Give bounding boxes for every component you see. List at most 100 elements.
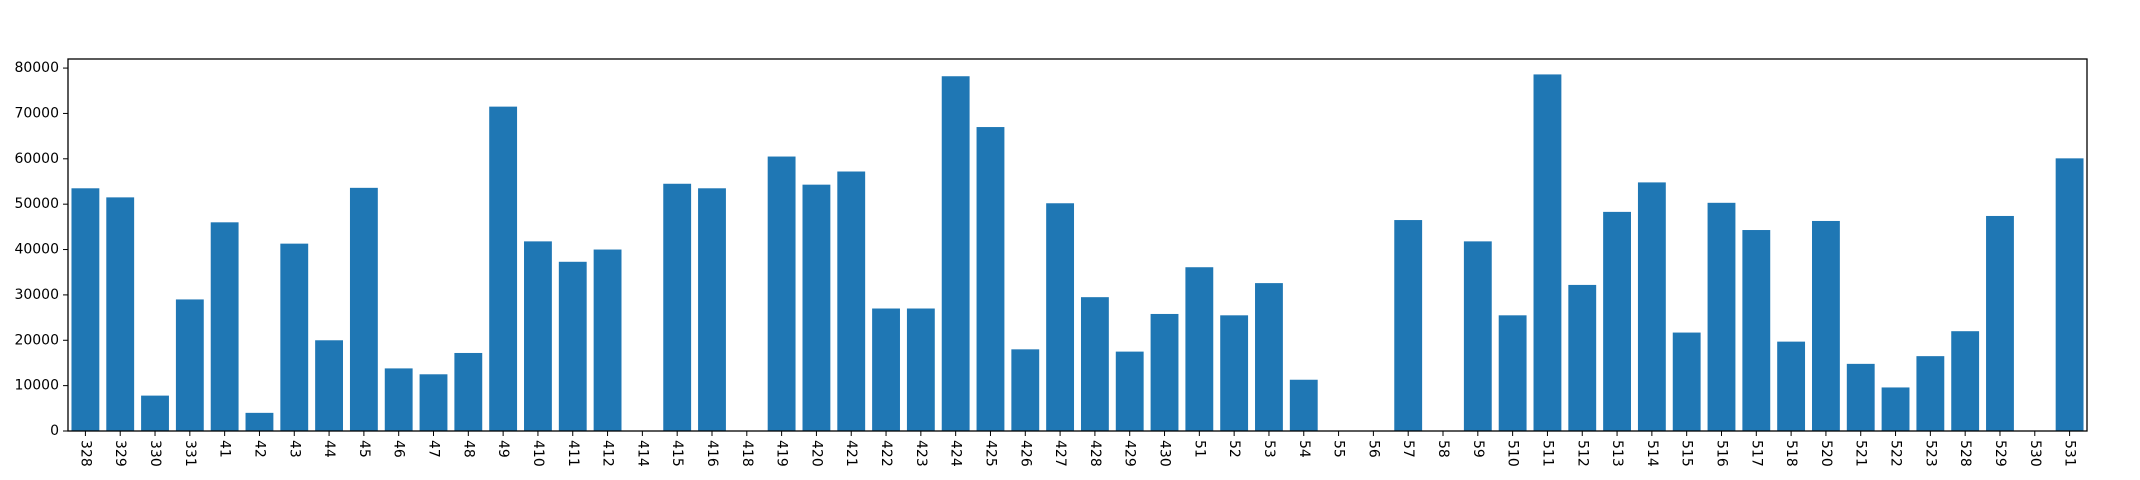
x-tick-label: 416 — [704, 440, 720, 467]
bar-47 — [419, 374, 448, 431]
x-tick-label: 427 — [1052, 440, 1068, 467]
bar-514 — [1637, 182, 1666, 431]
y-tick-label: 50000 — [14, 196, 59, 212]
bar-528 — [1951, 331, 1980, 431]
x-tick-label: 516 — [1713, 440, 1729, 467]
x-tick-label: 420 — [808, 440, 824, 467]
bar-49 — [489, 106, 518, 431]
x-tick-label: 54 — [1296, 440, 1312, 458]
x-tick-label: 528 — [1957, 440, 1973, 467]
x-tick-label: 424 — [948, 440, 964, 467]
bar-517 — [1742, 230, 1771, 431]
bar-430 — [1150, 313, 1179, 431]
bar-52 — [1220, 315, 1249, 431]
x-tick-label: 414 — [634, 440, 650, 467]
bar-45 — [349, 187, 378, 431]
x-tick-label: 513 — [1609, 440, 1625, 467]
bar-429 — [1115, 351, 1144, 431]
x-tick-label: 328 — [77, 440, 93, 467]
x-tick-label: 426 — [1017, 440, 1033, 467]
y-tick-label: 10000 — [14, 378, 59, 394]
bar-531 — [2055, 158, 2084, 431]
bar-53 — [1255, 283, 1283, 431]
y-axis: 0 10000 20000 30000 40000 50000 60000 70000 8000… — [14, 60, 68, 439]
bar-425 — [976, 127, 1005, 432]
bar-44 — [315, 340, 343, 431]
x-tick-label: 514 — [1644, 440, 1660, 467]
x-tick-label: 511 — [1539, 440, 1555, 467]
x-tick-label: 518 — [1783, 440, 1799, 467]
bar-41 — [210, 222, 239, 431]
bar-419 — [767, 156, 796, 432]
bar-415 — [663, 183, 692, 431]
bar-510 — [1498, 315, 1527, 431]
x-tick-label: 421 — [843, 440, 859, 467]
x-tick-label: 51 — [1191, 440, 1207, 458]
x-tick-label: 57 — [1400, 440, 1416, 458]
y-tick-label: 30000 — [14, 287, 59, 303]
bar-421 — [837, 171, 866, 431]
bar-411 — [558, 261, 587, 431]
bar-520 — [1812, 220, 1840, 431]
x-tick-label: 45 — [356, 440, 372, 458]
x-tick-label: 418 — [739, 440, 755, 467]
bar-57 — [1394, 220, 1423, 431]
y-tick-label: 70000 — [14, 105, 59, 121]
bar-424 — [941, 76, 970, 432]
bar-511 — [1533, 74, 1562, 432]
bar-42 — [245, 412, 274, 431]
x-tick-label: 49 — [495, 440, 511, 458]
bar-518 — [1777, 341, 1806, 431]
bar-43 — [280, 243, 309, 431]
x-tick-label: 430 — [1157, 440, 1173, 467]
bar-416 — [698, 188, 726, 431]
bar-329 — [106, 197, 135, 431]
x-tick-label: 530 — [2027, 440, 2043, 467]
x-tick-label: 425 — [982, 440, 998, 467]
x-axis: 328 329 330 331 41 42 43 44 45 46 47 48 49 410 411 412 4… — [77, 431, 2078, 467]
bar-427 — [1046, 203, 1075, 431]
bar-521 — [1846, 363, 1875, 431]
x-tick-label: 42 — [251, 440, 267, 458]
bar-522 — [1881, 387, 1910, 431]
y-tick-label: 40000 — [14, 242, 59, 258]
x-tick-label: 517 — [1748, 440, 1764, 467]
x-tick-label: 56 — [1365, 440, 1381, 458]
x-tick-label: 521 — [1853, 440, 1869, 467]
x-tick-label: 330 — [147, 440, 163, 467]
bar-512 — [1568, 284, 1597, 431]
x-tick-label: 44 — [321, 440, 337, 458]
bar-328 — [71, 188, 100, 431]
x-tick-label: 41 — [217, 440, 233, 458]
bar-51 — [1185, 267, 1214, 431]
bar-410 — [524, 241, 552, 431]
x-tick-label: 523 — [1922, 440, 1938, 467]
x-tick-label: 59 — [1470, 440, 1486, 458]
x-tick-label: 522 — [1888, 440, 1904, 467]
x-tick-label: 512 — [1574, 440, 1590, 467]
x-tick-label: 43 — [286, 440, 302, 458]
x-tick-label: 423 — [913, 440, 929, 467]
bar-420 — [802, 184, 831, 431]
y-tick-label: 0 — [50, 423, 59, 439]
plot-frame — [67, 58, 2088, 432]
x-tick-label: 515 — [1679, 440, 1695, 467]
y-tick-label: 60000 — [14, 151, 59, 167]
x-tick-label: 53 — [1261, 440, 1277, 458]
x-tick-label: 419 — [774, 440, 790, 467]
x-tick-label: 529 — [1992, 440, 2008, 467]
x-tick-label: 411 — [565, 440, 581, 467]
x-tick-label: 52 — [1226, 440, 1242, 458]
x-tick-label: 520 — [1818, 440, 1834, 467]
bar-529 — [1986, 215, 2014, 431]
x-tick-label: 510 — [1505, 440, 1521, 467]
bar-428 — [1080, 297, 1109, 431]
bar-513 — [1603, 211, 1631, 431]
x-tick-label: 422 — [878, 440, 894, 467]
x-tick-label: 428 — [1087, 440, 1103, 467]
x-tick-label: 410 — [530, 440, 546, 467]
y-tick-label: 20000 — [14, 332, 59, 348]
x-tick-label: 55 — [1331, 440, 1347, 458]
bar-422 — [872, 308, 900, 431]
